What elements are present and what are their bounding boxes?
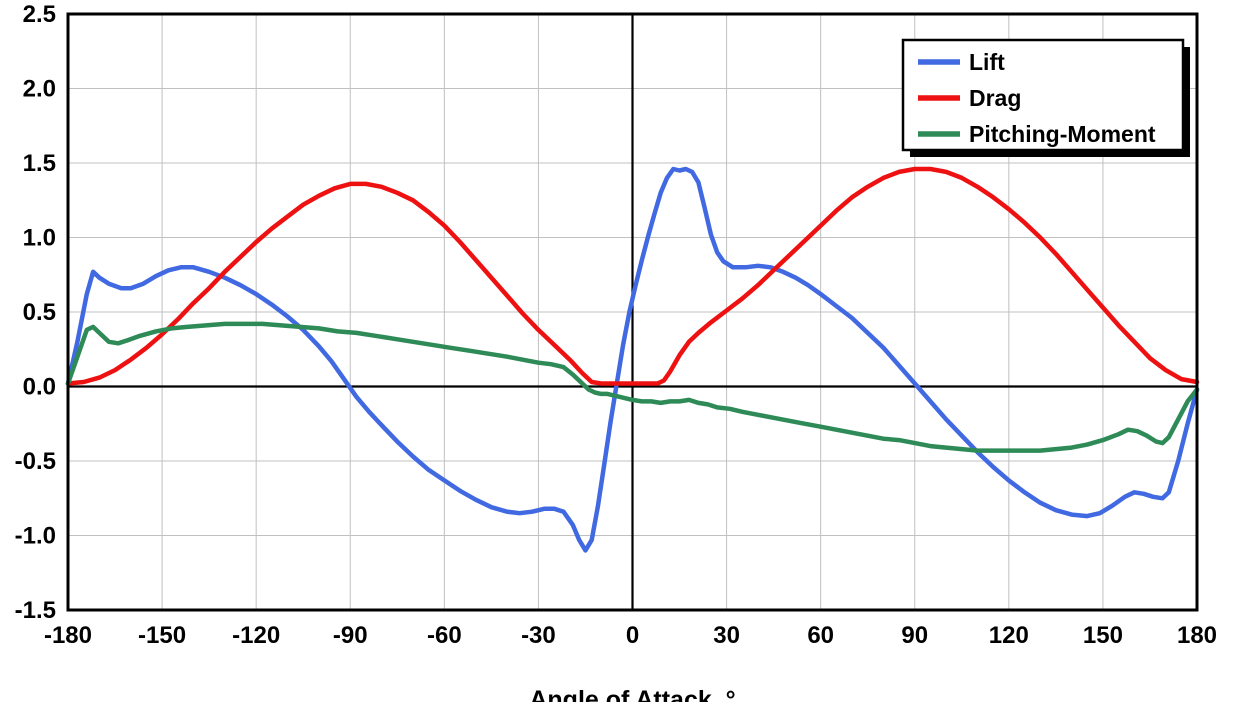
legend-label-lift: Lift — [969, 49, 1005, 75]
y-tick-label: -0.5 — [15, 448, 56, 475]
x-tick-label: 180 — [1177, 622, 1217, 649]
series-line-pitching-moment — [65, 321, 1200, 453]
series-line-lift — [65, 166, 1200, 553]
y-tick-label: 2.5 — [23, 1, 56, 28]
y-tick-label: -1.0 — [15, 523, 56, 550]
x-tick-label: -150 — [138, 622, 186, 649]
legend: Lift Drag Pitching-Moment — [901, 38, 1190, 157]
x-tick-label: 30 — [713, 622, 740, 649]
y-tick-label: 0.5 — [23, 299, 56, 326]
x-tick-label: -180 — [44, 622, 92, 649]
legend-item-pitching-moment: Pitching-Moment — [918, 121, 1156, 147]
x-tick-label: -120 — [232, 622, 280, 649]
x-tick-label: -30 — [521, 622, 556, 649]
y-tick-label: -1.5 — [15, 597, 56, 624]
legend-item-drag: Drag — [918, 85, 1021, 111]
x-tick-label: 90 — [901, 622, 928, 649]
legend-item-lift: Lift — [918, 49, 1005, 75]
x-tick-label: 120 — [989, 622, 1029, 649]
y-tick-label: 1.0 — [23, 225, 56, 252]
y-tick-label: 1.5 — [23, 150, 56, 177]
y-tick-label: 2.0 — [23, 76, 56, 103]
x-tick-label: -90 — [333, 622, 368, 649]
legend-label-drag: Drag — [969, 85, 1021, 111]
legend-label-pitching-moment: Pitching-Moment — [969, 121, 1156, 147]
plot-border — [66, 12, 1199, 612]
x-tick-label: 0 — [626, 622, 639, 649]
x-tick-label: -60 — [427, 622, 462, 649]
x-axis-title: Angle of Attack, ° — [529, 686, 735, 702]
series-line-drag — [65, 166, 1200, 386]
y-tick-label: 0.0 — [23, 374, 56, 401]
x-tick-label: 60 — [807, 622, 834, 649]
x-tick-label: 150 — [1083, 622, 1123, 649]
